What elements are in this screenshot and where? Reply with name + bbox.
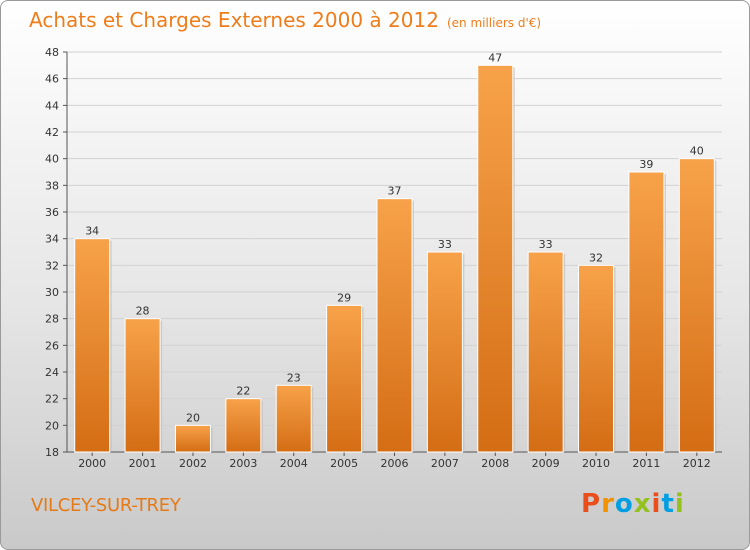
chart-title-text: Achats et Charges Externes 2000 à 2012 (29, 8, 439, 32)
data-label: 34 (85, 225, 99, 238)
bar-2001 (124, 318, 161, 453)
y-tick-label: 24 (45, 366, 59, 379)
y-tick-label: 40 (45, 153, 59, 166)
y-tick-label: 44 (45, 99, 59, 112)
data-label: 33 (438, 238, 452, 251)
bar-2003 (225, 398, 262, 453)
bar-2011 (628, 171, 665, 453)
data-label: 37 (388, 185, 402, 198)
y-tick-label: 34 (45, 233, 59, 246)
x-tick-label: 2007 (431, 457, 459, 470)
bar-2002 (174, 424, 211, 453)
data-label: 20 (186, 411, 200, 424)
y-tick-labels: 18 20 22 24 26 28 30 32 34 36 38 40 42 44 46 48 (45, 46, 59, 459)
bar-2006 (376, 198, 413, 453)
x-tick-labels: 2000 2001 2002 2003 2004 2005 2006 2007 2008 2009… (78, 457, 711, 470)
y-tick-label: 38 (45, 179, 59, 192)
place-name: VILCEY-SUR-TREY (31, 495, 181, 516)
y-tick-label: 46 (45, 73, 59, 86)
chart-unit-note: (en milliers d'€) (446, 16, 542, 30)
brand-letter: i (651, 489, 662, 519)
data-label: 23 (287, 371, 301, 384)
chart-title: Achats et Charges Externes 2000 à 2012 (e… (29, 8, 541, 32)
y-tick-label: 20 (45, 419, 59, 432)
x-tick-label: 2008 (481, 457, 509, 470)
brand-logo: Proxiti (581, 489, 685, 519)
data-label: 40 (690, 145, 704, 158)
x-tick-label: 2000 (78, 457, 106, 470)
y-tick-label: 28 (45, 313, 59, 326)
bar-2012 (678, 158, 715, 453)
x-tick-label: 2001 (129, 457, 157, 470)
data-label: 28 (136, 305, 150, 318)
brand-letter: x (633, 489, 652, 519)
x-tick-label: 2010 (582, 457, 610, 470)
x-tick-label: 2011 (632, 457, 660, 470)
y-tick-label: 18 (45, 446, 59, 459)
y-tick-label: 42 (45, 126, 59, 139)
data-label: 33 (539, 238, 553, 251)
x-tick-label: 2006 (381, 457, 409, 470)
y-tick-label: 48 (45, 46, 59, 59)
bar-2004 (275, 384, 312, 453)
data-label: 29 (337, 291, 351, 304)
x-tick-label: 2002 (179, 457, 207, 470)
brand-letter: o (614, 489, 634, 519)
bar-2009 (527, 251, 564, 453)
y-tick-label: 30 (45, 286, 59, 299)
x-tick-label: 2012 (683, 457, 711, 470)
data-label: 32 (589, 251, 603, 264)
y-tick-label: 22 (45, 393, 59, 406)
x-tick-label: 2003 (229, 457, 257, 470)
brand-letter: t (661, 489, 675, 519)
brand-letter: P (581, 489, 602, 519)
bar-2000 (74, 238, 111, 453)
bar-2007 (426, 251, 463, 453)
x-tick-label: 2009 (532, 457, 560, 470)
data-label: 22 (236, 385, 250, 398)
x-tick-label: 2004 (280, 457, 308, 470)
data-label: 39 (639, 158, 653, 171)
y-tick-label: 26 (45, 339, 59, 352)
brand-letter: r (601, 489, 615, 519)
data-label: 47 (488, 51, 502, 64)
y-tick-label: 32 (45, 259, 59, 272)
x-tick-label: 2005 (330, 457, 358, 470)
bar-2008 (477, 64, 514, 453)
bars (74, 64, 717, 453)
bar-2005 (326, 304, 363, 453)
y-tick-label: 36 (45, 206, 59, 219)
brand-letter: i (674, 489, 685, 519)
bar-2010 (578, 264, 615, 453)
data-labels: 34 28 20 22 23 29 37 33 47 33 32 39 40 (85, 51, 704, 424)
